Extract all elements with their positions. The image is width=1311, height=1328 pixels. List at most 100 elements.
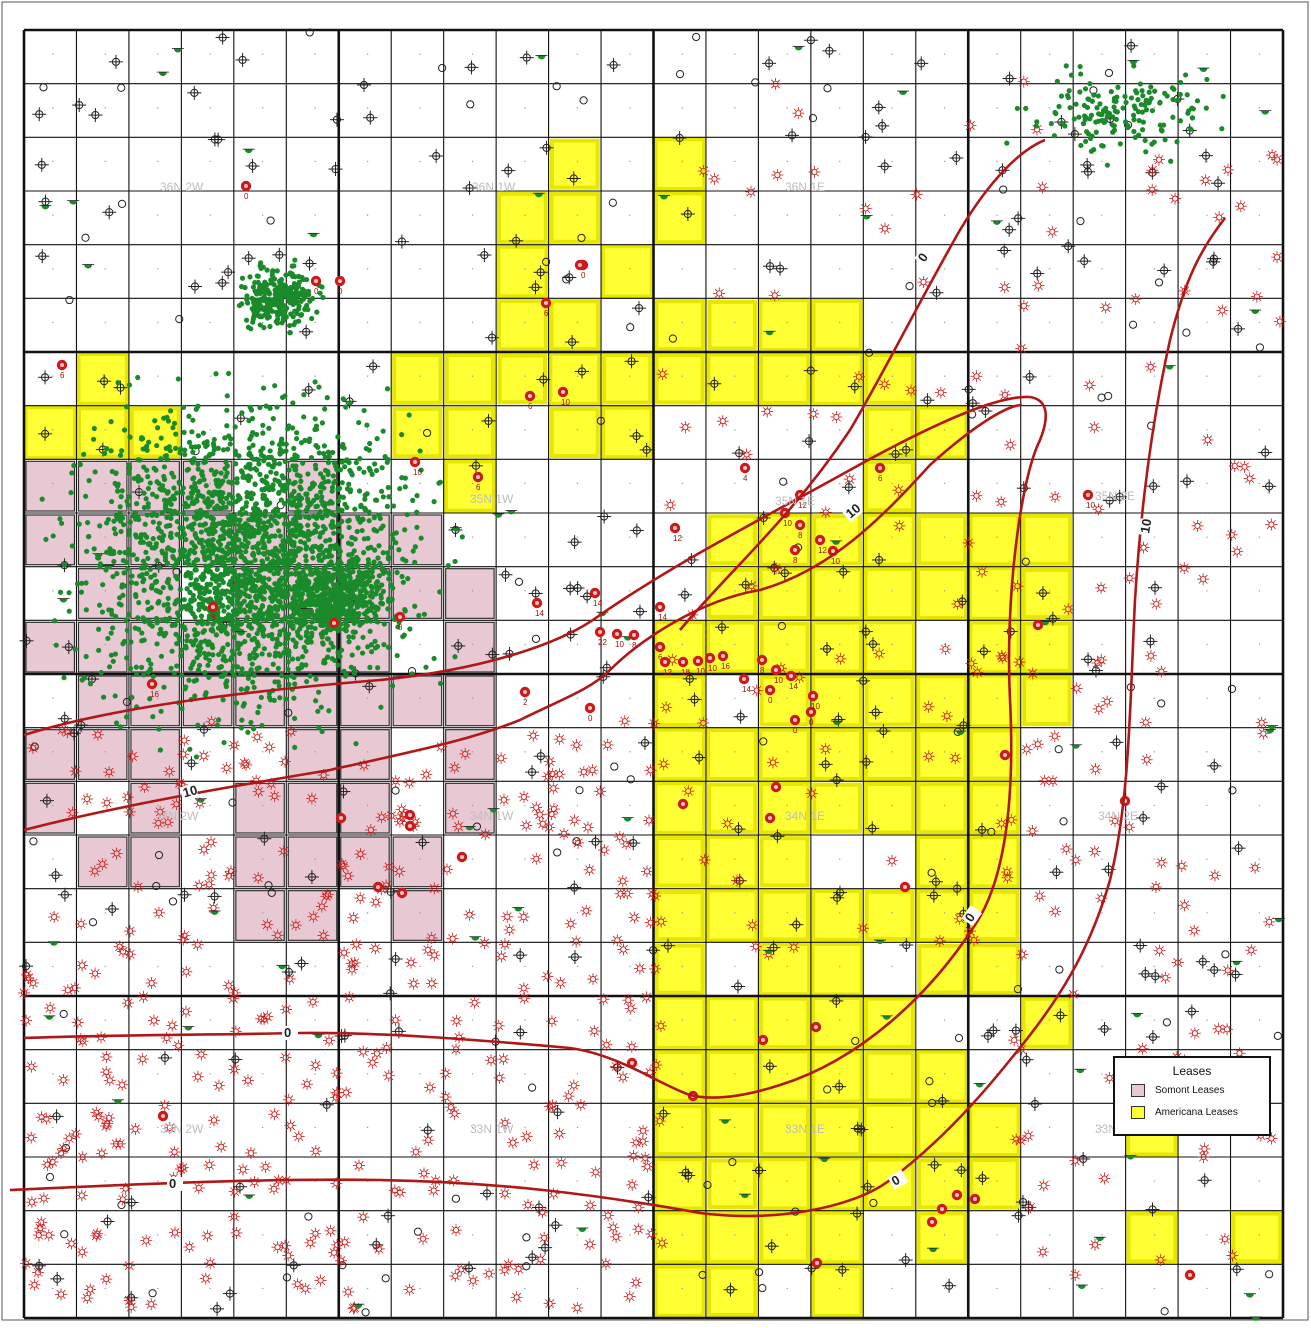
dry-hole-symbol (773, 262, 787, 276)
section-number (52, 1073, 53, 1074)
oil-well-symbol (257, 574, 262, 579)
section-number (210, 751, 211, 752)
oil-well-symbol (363, 493, 368, 498)
section-number (524, 322, 525, 323)
section-number (1101, 107, 1102, 108)
oil-well-symbol (325, 395, 330, 400)
section-number (734, 483, 735, 484)
oil-well-symbol (345, 599, 350, 604)
oil-well-symbol (84, 607, 89, 612)
gas-well-symbol (268, 1108, 280, 1120)
oil-well-symbol (438, 681, 443, 686)
location-symbol (283, 1274, 290, 1281)
oil-well-symbol (272, 276, 277, 281)
americana-lease-tract (656, 677, 703, 725)
section-number (996, 1288, 997, 1289)
oil-well-symbol (373, 497, 378, 502)
oil-well-symbol (343, 405, 348, 410)
oil-well-symbol (351, 612, 356, 617)
gas-well-symbol (501, 911, 513, 923)
gas-well-symbol (1069, 1155, 1081, 1167)
oil-well-symbol (141, 588, 146, 593)
oil-well-symbol (62, 562, 67, 567)
gas-well-symbol (1140, 716, 1152, 728)
oil-well-symbol (260, 616, 265, 621)
oil-well-symbol (127, 382, 132, 387)
oil-well-symbol (276, 583, 281, 588)
gas-well-symbol (284, 973, 296, 985)
dry-hole-symbol (320, 1098, 334, 1112)
section-number (524, 912, 525, 913)
oil-well-symbol (79, 590, 84, 595)
section-number (629, 697, 630, 698)
dry-hole-symbol (1081, 165, 1095, 179)
oil-well-symbol (219, 664, 224, 669)
dry-hole-symbol (465, 60, 479, 74)
dry-hole-symbol (1080, 158, 1094, 172)
oil-well-symbol (192, 562, 197, 567)
section-number (419, 1019, 420, 1020)
oil-well-symbol (279, 277, 284, 282)
gas-well-symbol (630, 1136, 642, 1148)
oil-well-symbol (322, 658, 327, 663)
oil-well-symbol (1170, 97, 1175, 102)
dry-hole-symbol (499, 568, 513, 582)
section-number (996, 590, 997, 591)
gas-well-symbol (36, 1111, 48, 1123)
location-symbol (576, 787, 583, 794)
oil-well-symbol (372, 528, 377, 533)
oil-well-symbol (253, 482, 258, 487)
section-number (419, 858, 420, 859)
gas-well-symbol (1176, 860, 1188, 872)
section-number (734, 1180, 735, 1181)
oil-well-symbol (289, 673, 294, 678)
dry-hole-symbol (329, 162, 343, 176)
oil-well-symbol (40, 497, 45, 502)
gas-well-symbol (27, 977, 39, 989)
oil-well-symbol (151, 519, 156, 524)
oil-well-symbol (331, 473, 336, 478)
section-number (839, 697, 840, 698)
somont-lease-tract (26, 515, 74, 565)
section-number (1154, 375, 1155, 376)
section-number (996, 322, 997, 323)
section-number (1206, 805, 1207, 806)
gas-well-symbol (58, 1074, 70, 1086)
oil-well-symbol (215, 723, 220, 728)
oil-well-symbol (218, 674, 223, 679)
dry-hole-symbol (731, 979, 745, 993)
oil-well-symbol (338, 567, 343, 572)
section-number (839, 322, 840, 323)
oil-well-symbol (92, 546, 97, 551)
oil-well-symbol (199, 640, 204, 645)
section-number (472, 53, 473, 54)
oil-well-symbol (228, 436, 233, 441)
oil-well-symbol (1109, 89, 1114, 94)
oil-well-symbol (211, 537, 216, 542)
dry-hole-symbol (1124, 39, 1138, 53)
oil-well-symbol (54, 643, 59, 648)
section-number (787, 697, 788, 698)
oil-well-symbol (251, 284, 256, 289)
gas-well-symbol (1159, 972, 1171, 984)
oil-well-symbol (251, 553, 256, 558)
gas-well-symbol (806, 787, 818, 799)
section-number (1049, 375, 1050, 376)
oil-well-symbol (162, 464, 167, 469)
gas-well-symbol (1178, 562, 1190, 574)
oil-well-symbol (258, 607, 263, 612)
oil-well-symbol (353, 741, 358, 746)
oil-well-symbol (460, 534, 465, 539)
oil-well-symbol (295, 666, 300, 671)
gas-well-symbol (404, 1284, 416, 1296)
oil-well-symbol (317, 570, 322, 575)
oil-well-symbol (139, 574, 144, 579)
oil-well-symbol (328, 523, 333, 528)
oil-well-symbol (326, 636, 331, 641)
oil-well-symbol (303, 514, 308, 519)
section-number (629, 1073, 630, 1074)
section-number (1049, 697, 1050, 698)
oil-well-symbol (410, 498, 415, 503)
section-number (944, 161, 945, 162)
